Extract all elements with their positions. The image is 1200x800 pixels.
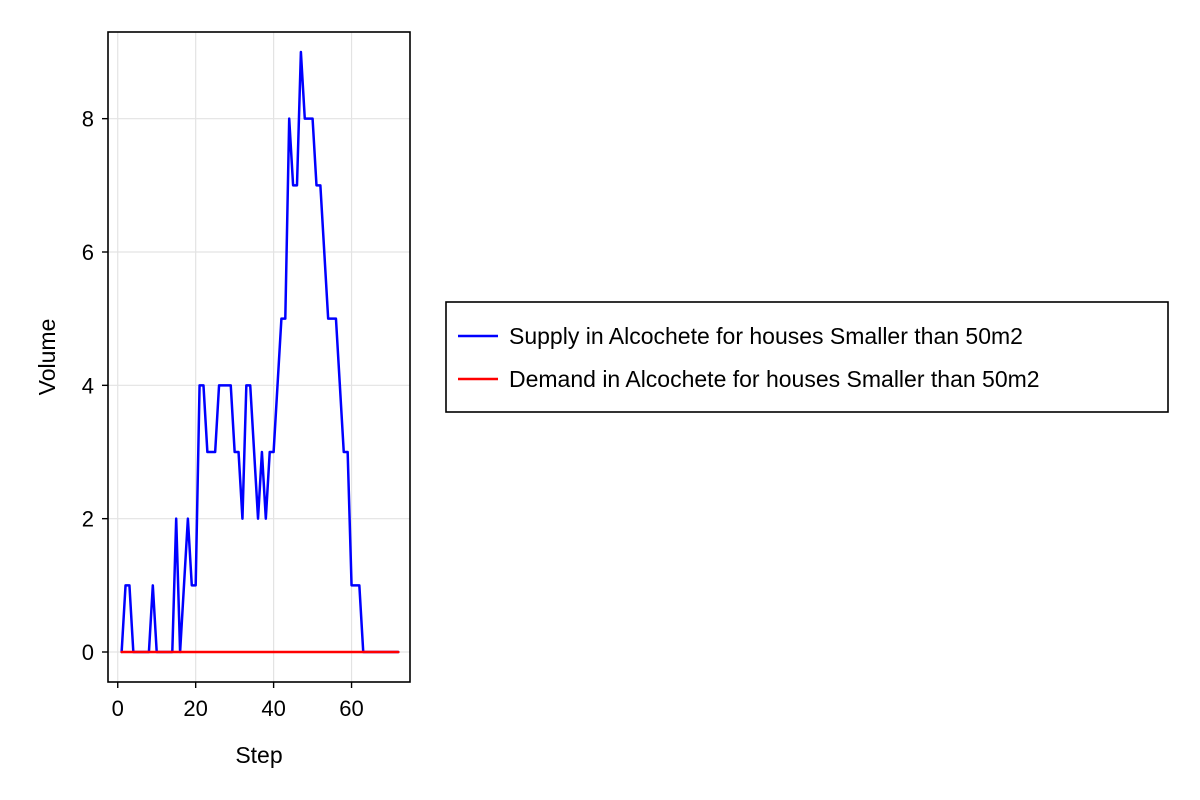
y-tick-label: 4 — [82, 373, 94, 398]
y-tick-label: 0 — [82, 640, 94, 665]
y-tick-label: 2 — [82, 507, 94, 532]
x-tick-label: 60 — [339, 696, 363, 721]
x-axis-label: Step — [235, 742, 282, 768]
grid — [108, 32, 410, 682]
axis-ticks: 0 20 40 60 0 2 4 6 8 — [82, 107, 364, 721]
x-tick-label: 0 — [112, 696, 124, 721]
plot-frame — [107, 31, 411, 683]
x-tick-label: 20 — [183, 696, 207, 721]
legend: Supply in Alcochete for houses Smaller t… — [445, 301, 1169, 413]
legend-frame — [445, 301, 1169, 413]
series-group — [120, 50, 400, 654]
legend-label-supply: Supply in Alcochete for houses Smaller t… — [509, 323, 1023, 349]
y-axis-label: Volume — [34, 319, 60, 396]
x-tick-label: 40 — [261, 696, 285, 721]
y-tick-label: 8 — [82, 107, 94, 132]
y-tick-label: 6 — [82, 240, 94, 265]
legend-label-demand: Demand in Alcochete for houses Smaller t… — [509, 366, 1040, 392]
